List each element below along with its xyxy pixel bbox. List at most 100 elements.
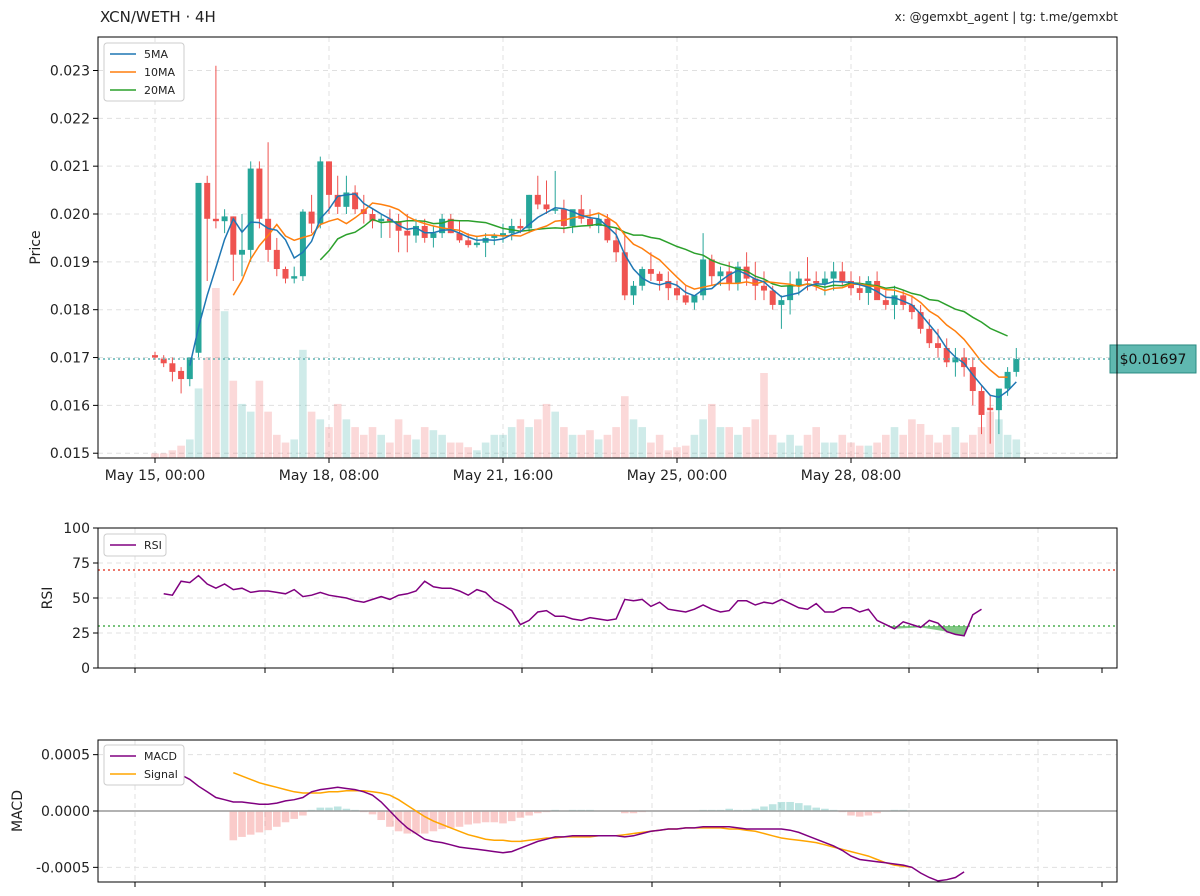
candle-body <box>943 347 950 363</box>
macd-histogram-bar <box>768 804 777 811</box>
volume-bar <box>429 430 438 458</box>
volume-bar <box>882 434 890 458</box>
candle-body <box>299 211 306 277</box>
rsi-y-tick-label: 50 <box>72 591 90 607</box>
volume-bar <box>725 427 733 458</box>
volume-bar <box>194 388 203 458</box>
volume-bar <box>394 419 403 458</box>
volume-bar <box>899 434 907 458</box>
legend-label: RSI <box>144 539 162 552</box>
candle-body <box>621 252 628 296</box>
price-y-tick-label: 0.020 <box>50 207 90 223</box>
macd-histogram-bar <box>812 807 820 811</box>
candle-body <box>386 218 393 222</box>
volume-bar <box>838 434 847 458</box>
volume-bar <box>325 427 333 458</box>
macd-histogram-bar <box>377 811 385 821</box>
volume-bar <box>795 445 803 458</box>
volume-bar <box>255 380 264 458</box>
candle-body <box>969 367 976 392</box>
volume-bar <box>377 434 385 458</box>
candle-body <box>256 168 263 219</box>
macd-histogram-bar <box>473 811 481 824</box>
candle-body <box>761 285 767 291</box>
volume-bar <box>690 434 699 458</box>
candle-body <box>769 290 776 305</box>
candle-body <box>369 214 376 222</box>
volume-bar <box>594 439 603 458</box>
volume-bar <box>647 442 655 458</box>
volume-bar <box>307 411 316 458</box>
volume-bar <box>925 434 934 458</box>
candle-body <box>752 278 759 286</box>
macd-histogram-bar <box>316 807 325 811</box>
volume-bar <box>864 445 873 458</box>
legend-label: 5MA <box>144 48 168 61</box>
macd-histogram-bar <box>394 811 403 832</box>
volume-bar <box>577 434 586 458</box>
macd-histogram-bar <box>255 811 264 833</box>
chart-credit: x: @gemxbt_agent | tg: t.me/gemxbt <box>894 10 1118 24</box>
signal-line <box>233 772 912 869</box>
macd-histogram-bar <box>777 801 786 811</box>
macd-histogram-bar <box>847 811 855 816</box>
candle-body <box>891 295 898 305</box>
macd-histogram-bar <box>621 811 629 814</box>
price-panel-frame <box>97 36 1118 459</box>
rsi-y-tick-label: 100 <box>63 521 90 537</box>
volume-bar <box>525 427 533 458</box>
volume-bar <box>951 427 960 458</box>
volume-bar <box>768 434 777 458</box>
volume-bar <box>212 288 220 458</box>
candle-body <box>326 161 332 195</box>
candle-body <box>900 295 907 305</box>
price-axis-label: Price <box>28 230 44 264</box>
candle-body <box>491 235 498 238</box>
macd-histogram-bar <box>264 811 272 831</box>
volume-bar <box>281 442 290 458</box>
volume-bar <box>1012 439 1021 458</box>
volume-bar <box>908 419 916 458</box>
ma10-line <box>232 202 1008 378</box>
macd-histogram-bar <box>855 811 864 817</box>
macd-histogram-bar <box>481 811 490 823</box>
candle-body <box>682 295 689 303</box>
candle-body <box>1004 371 1011 389</box>
candle-body <box>630 285 637 296</box>
macd-histogram-bar <box>490 811 499 823</box>
legend-label: 10MA <box>144 66 175 79</box>
volume-bar <box>177 445 185 458</box>
candle-body <box>952 357 959 363</box>
macd-histogram-bar <box>368 811 377 815</box>
volume-bar <box>603 434 612 458</box>
candle-body <box>578 209 585 219</box>
candle-body <box>987 407 994 411</box>
candle-body <box>195 182 202 353</box>
candle-body <box>926 328 933 344</box>
volume-bar <box>438 434 446 458</box>
volume-bar <box>995 419 1003 458</box>
price-x-tick-label: May 28, 08:00 <box>801 468 901 484</box>
price-y-tick-label: 0.021 <box>50 159 90 175</box>
volume-bar <box>751 419 760 458</box>
volume-bar <box>1003 434 1012 458</box>
macd-histogram-bar <box>864 811 873 816</box>
candle-body <box>465 240 472 246</box>
candle-body <box>656 273 663 281</box>
volume-bar <box>168 450 177 458</box>
price-x-tick-label: May 21, 16:00 <box>453 468 553 484</box>
volume-bar <box>568 434 577 458</box>
candle-body <box>343 192 350 207</box>
candle-body <box>239 249 245 255</box>
legend-label: Signal <box>144 768 178 781</box>
macd-histogram-bar <box>386 811 394 827</box>
volume-bar <box>299 349 307 458</box>
volume-bar <box>621 396 629 458</box>
candle-body <box>212 218 219 222</box>
candle-body <box>160 358 167 364</box>
price-y-tick-label: 0.016 <box>50 398 90 414</box>
price-y-tick-label: 0.018 <box>50 303 90 319</box>
macd-histogram-bar <box>412 811 420 834</box>
candle-body <box>908 304 915 313</box>
